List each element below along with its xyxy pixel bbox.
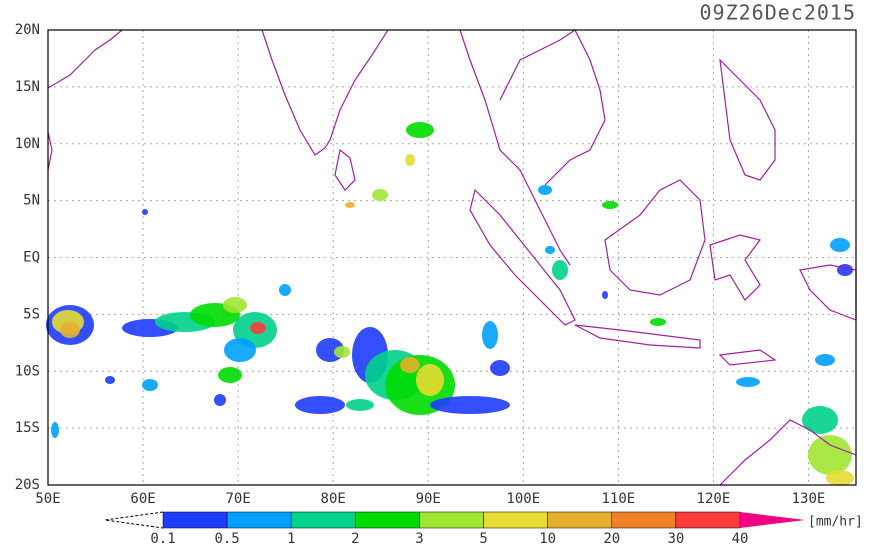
colorbar-label: 1: [287, 531, 295, 545]
y-tick-label: 10N: [15, 136, 40, 152]
precip-patch: [545, 246, 555, 254]
precip-patch: [400, 357, 420, 373]
colorbar-above: [740, 512, 805, 528]
x-tick-label: 90E: [416, 491, 441, 507]
precip-patch: [142, 379, 158, 391]
precip-patch: [406, 122, 434, 138]
y-tick-label: 15S: [15, 420, 40, 436]
precip-patch: [808, 435, 852, 475]
precip-patch: [224, 338, 256, 362]
precip-patch: [214, 394, 226, 406]
y-tick-label: EQ: [23, 250, 40, 266]
precip-patch: [60, 322, 80, 338]
grid: [47, 29, 856, 486]
y-tick-label: 10S: [15, 363, 40, 379]
colorbar: 0.1 0.5 1 2 3 5 10 20 30 40 [mm/hr]: [104, 511, 863, 545]
y-tick-label: 15N: [15, 79, 40, 95]
coastline: [261, 29, 389, 156]
colorbar-label: 10: [539, 531, 556, 545]
x-tick-label: 70E: [225, 491, 250, 507]
x-tick-label: 60E: [130, 491, 155, 507]
coastline: [604, 179, 706, 296]
precip-patch: [405, 154, 415, 166]
map-title: 09Z26Dec2015: [700, 1, 857, 25]
colorbar-label: 3: [415, 531, 423, 545]
precip-patch: [650, 318, 666, 326]
colorbar-label: 2: [351, 531, 359, 545]
axis-labels: 50E 60E 70E 80E 90E 100E 110E 120E 130E 20N 15N 10N…: [15, 22, 826, 507]
precip-patch: [51, 422, 59, 438]
x-tick-label: 120E: [697, 491, 731, 507]
coastline: [47, 131, 53, 171]
y-tick-label: 5S: [23, 306, 40, 322]
colorbar-label: 40: [732, 531, 749, 545]
colorbar-label: 0.5: [214, 531, 239, 545]
coastline: [719, 58, 776, 181]
precip-patch: [826, 470, 854, 486]
precip-patch: [346, 399, 374, 411]
colorbar-label: 5: [479, 531, 487, 545]
colorbar-label: 30: [667, 531, 684, 545]
coastline: [47, 29, 123, 89]
precip-patch: [105, 376, 115, 384]
x-tick-label: 50E: [35, 491, 60, 507]
colorbar-box: [419, 511, 484, 529]
colorbar-label: 0.1: [150, 531, 175, 545]
x-tick-label: 100E: [506, 491, 540, 507]
precip-patch: [815, 354, 835, 366]
precip-patch: [250, 322, 266, 334]
precip-patch: [416, 364, 444, 396]
precip-patch: [602, 291, 608, 299]
coastline: [574, 324, 701, 349]
precip-patch: [334, 346, 350, 358]
precip-patch: [218, 367, 242, 383]
precip-patch: [345, 202, 355, 208]
precip-patch: [279, 284, 291, 296]
precip-patch: [482, 321, 498, 349]
x-tick-label: 130E: [792, 491, 826, 507]
colorbar-box: [162, 511, 228, 529]
colorbar-box: [547, 511, 613, 529]
coastline: [459, 29, 571, 266]
map-frame: [47, 29, 857, 486]
coastline: [334, 148, 356, 191]
colorbar-label: 20: [603, 531, 620, 545]
precip-patch: [372, 189, 388, 201]
coastline: [469, 188, 576, 326]
colorbar-box: [611, 511, 677, 529]
coastline: [709, 234, 762, 301]
y-tick-label: 20N: [15, 22, 40, 38]
precip-patch: [490, 360, 510, 376]
precip-patch: [430, 396, 510, 414]
precip-patch: [295, 396, 345, 414]
precip-patch: [223, 297, 247, 313]
coastline: [499, 29, 606, 186]
colorbar-box: [483, 511, 548, 529]
precip-patch: [802, 406, 838, 434]
coastlines: [47, 29, 857, 486]
precip-patch: [602, 201, 618, 209]
colorbar-box: [355, 511, 420, 529]
colorbar-box: [675, 511, 741, 529]
coastline: [718, 349, 777, 366]
precip-patch: [142, 209, 148, 215]
precip-patch: [837, 264, 853, 276]
colorbar-unit: [mm/hr]: [808, 515, 863, 530]
precip-patch: [552, 260, 568, 280]
x-tick-label: 110E: [601, 491, 635, 507]
precip-patch: [736, 377, 760, 387]
colorbar-box: [226, 511, 292, 529]
coastline: [719, 419, 857, 486]
x-tick-label: 80E: [321, 491, 346, 507]
precip-patch: [830, 238, 850, 252]
colorbar-below: [104, 511, 164, 529]
y-tick-label: 5N: [23, 193, 40, 209]
colorbar-box: [290, 511, 356, 529]
y-tick-label: 20S: [15, 477, 40, 493]
precipitation: [46, 122, 854, 486]
precip-patch: [538, 185, 552, 195]
